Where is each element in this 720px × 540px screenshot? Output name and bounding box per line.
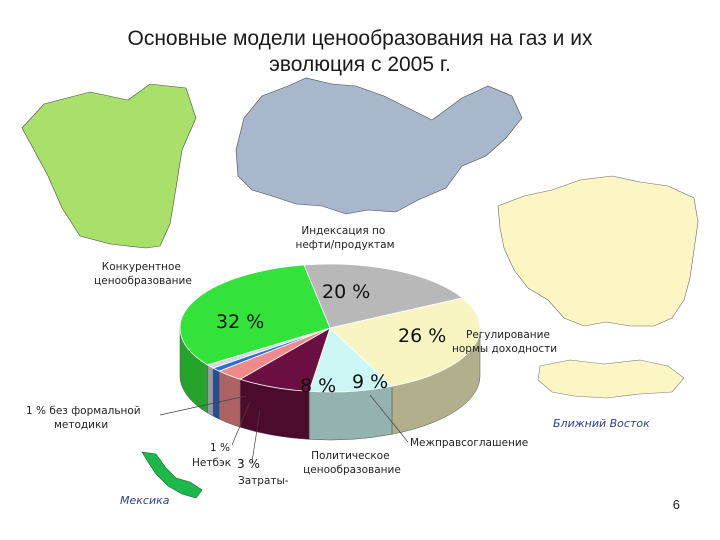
pie-chart-side — [179, 327, 481, 441]
pie-side-4 — [218, 370, 241, 428]
slice-labels: Индексация по нефти/продуктам Конкурентн… — [26, 225, 557, 487]
north-america-map — [21, 83, 197, 249]
percent-labels: 20 % 32 % 26 % 9 % 8 % — [216, 281, 446, 397]
leader-intergovernmental — [369, 394, 409, 443]
label-intergovernmental: Межправсоглашение — [410, 437, 528, 449]
pie-side-6 — [207, 364, 214, 417]
title-line-1: Основные модели ценообразования на газ и… — [127, 27, 593, 50]
slide-title: Основные модели ценообразования на газ и… — [40, 26, 680, 78]
pct-intergovernmental: 9 % — [352, 371, 388, 393]
europe-map — [235, 77, 523, 215]
region-label-mexico: Мексика — [120, 494, 170, 507]
pie-slice-7 — [179, 264, 331, 366]
pct-political: 8 % — [300, 375, 336, 397]
pie-slice-0 — [303, 263, 464, 329]
label-competitive: Конкурентное ценообразование — [94, 261, 192, 287]
russia-map — [497, 175, 699, 327]
label-oil-indexation: Индексация по нефти/продуктам — [295, 225, 394, 251]
middle-east-map — [537, 359, 685, 399]
leader-netback — [231, 401, 251, 446]
leader-no-method — [159, 395, 247, 416]
pct-rate-of-return: 26 % — [398, 325, 446, 347]
label-netback: 1 % Нетбэк — [192, 442, 233, 469]
label-cost-plus: Затраты- — [238, 475, 289, 487]
page-number: 6 — [672, 497, 680, 512]
region-label-middle-east: Ближний Восток — [553, 417, 650, 430]
leader-cost-plus — [251, 409, 261, 463]
label-no-method: 1 % без формальной методики — [26, 405, 144, 431]
pie-chart — [179, 263, 481, 393]
leader-lines — [159, 394, 409, 463]
label-cost-plus-value: 3 % — [237, 457, 260, 471]
mexico-map — [141, 451, 203, 499]
pie-slice-2 — [308, 327, 393, 393]
pct-oil-indexation: 20 % — [322, 281, 370, 303]
label-rate-of-return: Регулирование нормы доходности — [452, 329, 557, 355]
pie-slice-1 — [329, 297, 481, 387]
world-map-backdrop — [21, 77, 699, 499]
label-political: Политическое ценообразование — [303, 450, 401, 476]
pie-side-5 — [212, 367, 220, 420]
title-line-2: эволюция с 2005 г. — [269, 53, 451, 76]
pct-competitive: 32 % — [216, 311, 264, 333]
